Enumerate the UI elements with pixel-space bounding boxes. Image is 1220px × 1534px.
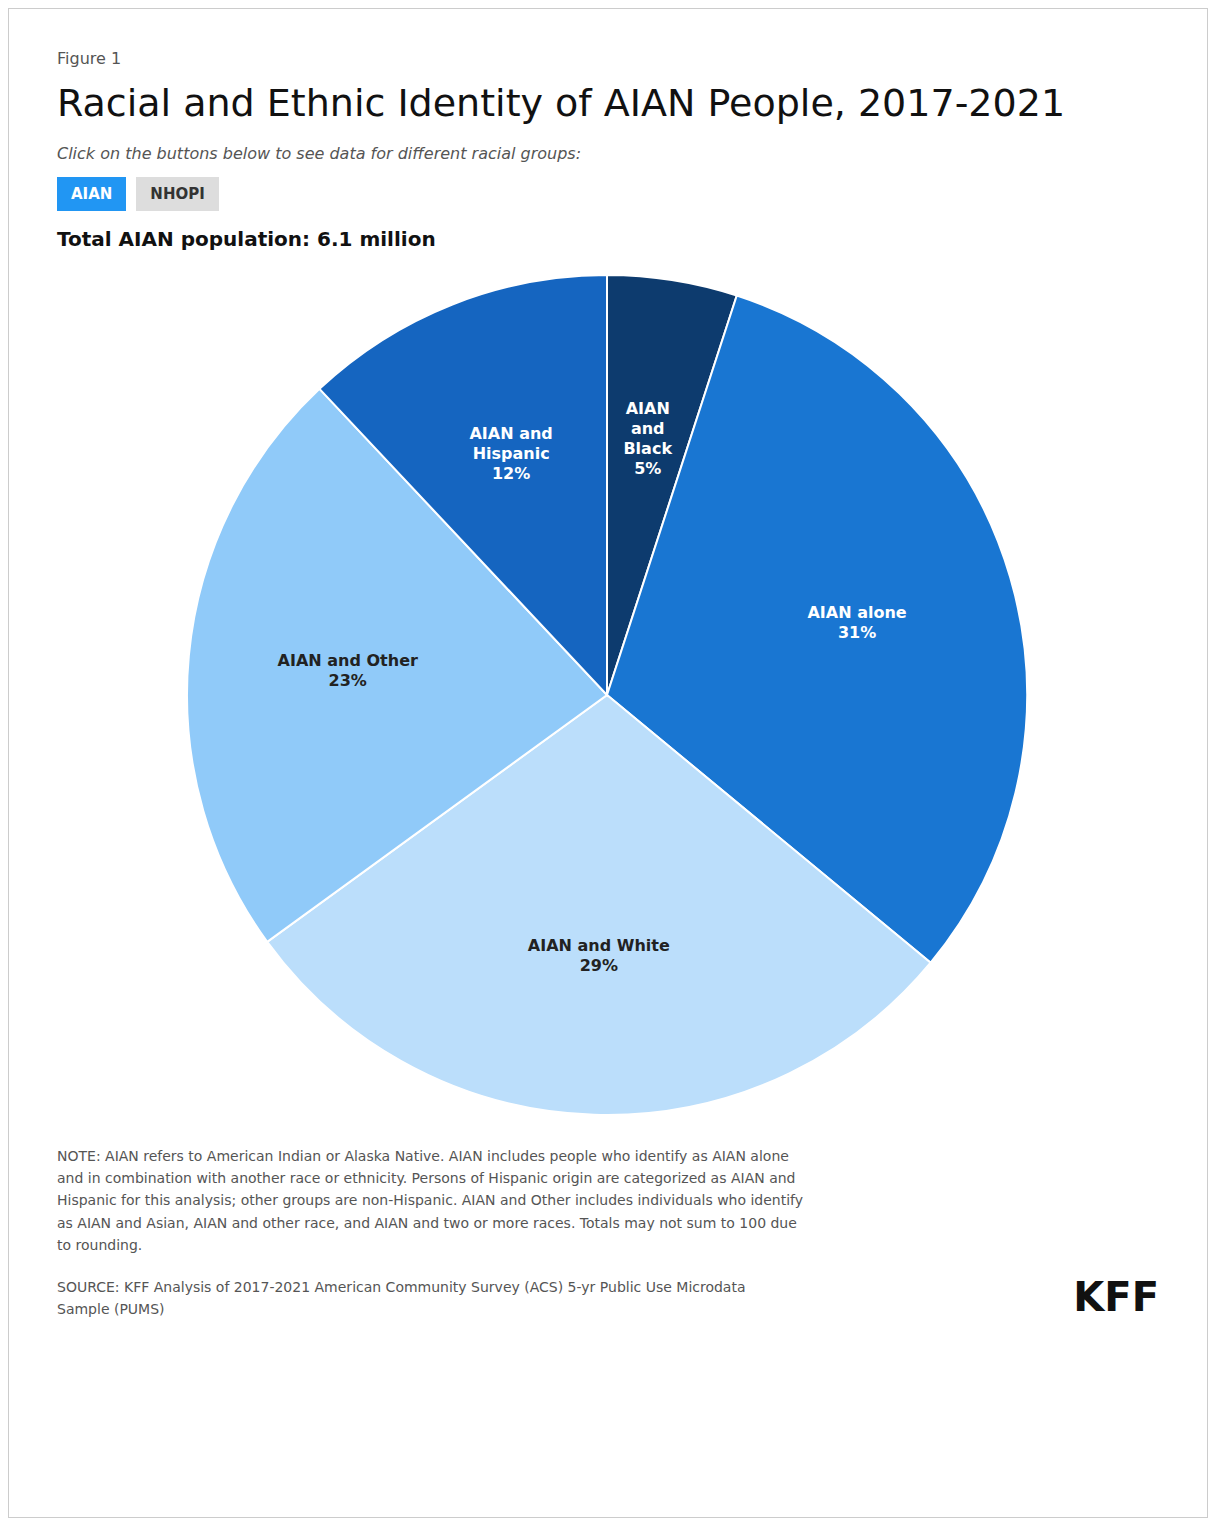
svg-text:AIANandBlack5%: AIANandBlack5% [623,398,672,477]
html-text:Click on the buttons below to: Click on the buttons below to see data f… [57,143,582,163]
html-text:Racial and Ethnic Identity of: Racial and Ethnic Identity of AIAN Peopl… [57,81,1066,125]
html-text:NHOPI: NHOPI [150,184,205,203]
html-text:NOTE: AIAN refers to American: NOTE: AIAN refers to American Indian or … [57,1147,804,1254]
html-text:Total AIAN population: 6.1 mil: Total AIAN population: 6.1 million [57,226,436,251]
html-text:AIAN: AIAN [71,184,113,203]
html-text:SOURCE: KFF Analysis of 2017-2: SOURCE: KFF Analysis of 2017-2021 Americ… [57,1278,746,1318]
svg-text:AIAN andHispanic12%: AIAN andHispanic12% [469,423,552,482]
svg-text:AIAN and White29%: AIAN and White29% [528,935,670,974]
svg-text:AIAN and Other23%: AIAN and Other23% [278,650,418,689]
svg-text:AIAN alone31%: AIAN alone31% [807,602,906,641]
html-text:KFF: KFF [1073,1274,1159,1321]
html-text:Figure 1: Figure 1 [57,49,122,68]
